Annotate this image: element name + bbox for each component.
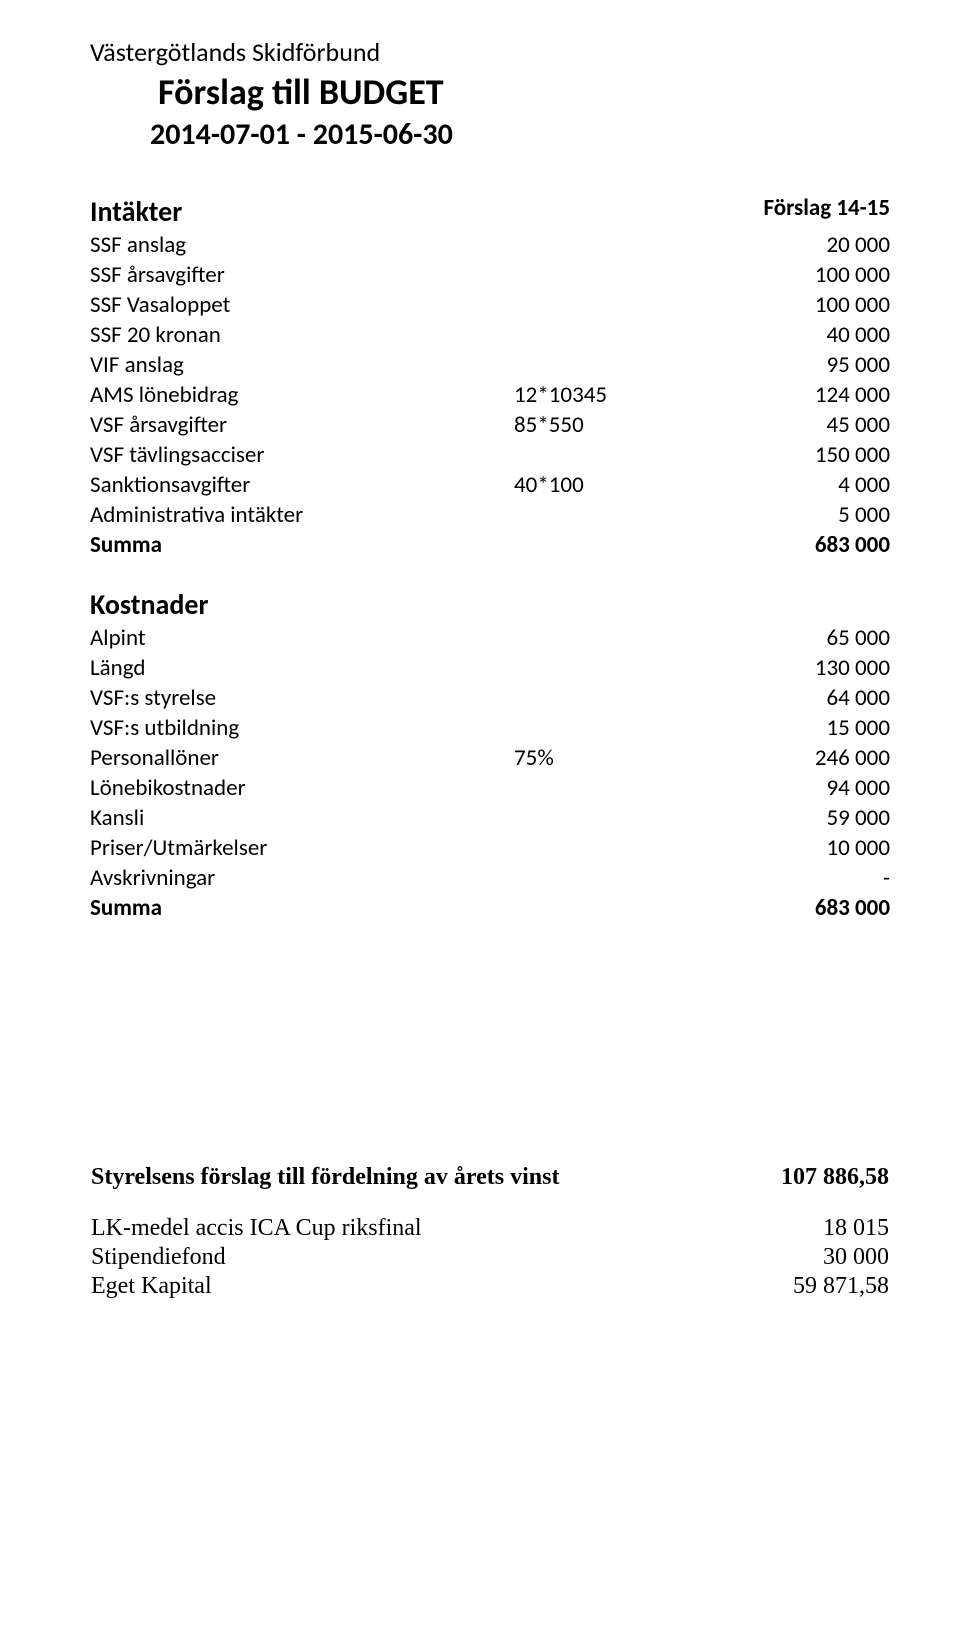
table-row: SSF anslag20 000 [90, 230, 890, 260]
table-row: AMS lönebidrag12*10345124 000 [90, 380, 890, 410]
footer-rows-table: LK-medel accis ICA Cup riksfinal18 015 S… [90, 1214, 890, 1301]
table-row: VSF tävlingsacciser150 000 [90, 440, 890, 470]
table-row: Lönebikostnader94 000 [90, 773, 890, 803]
footer-headline-row: Styrelsens förslag till fördelning av år… [90, 1163, 890, 1192]
table-row: Sanktionsavgifter40*1004 000 [90, 470, 890, 500]
table-row: Alpint65 000 [90, 623, 890, 653]
doc-subtitle: 2014-07-01 - 2015-06-30 [150, 116, 890, 153]
intakter-table: Intäkter Förslag 14-15 SSF anslag20 000 … [90, 193, 890, 560]
table-row: VSF:s styrelse64 000 [90, 683, 890, 713]
doc-title: Förslag till BUDGET [158, 70, 890, 114]
intakter-heading: Intäkter [90, 194, 182, 229]
table-row: Kansli59 000 [90, 803, 890, 833]
table-row: Administrativa intäkter5 000 [90, 500, 890, 530]
table-row: VIF anslag95 000 [90, 350, 890, 380]
table-row: SSF årsavgifter100 000 [90, 260, 890, 290]
intakter-col-head: Förslag 14-15 [764, 194, 891, 222]
intakter-sum-row: Summa 683 000 [90, 530, 890, 560]
table-row: SSF 20 kronan40 000 [90, 320, 890, 350]
table-row: VSF årsavgifter85*55045 000 [90, 410, 890, 440]
table-row: LK-medel accis ICA Cup riksfinal18 015 [90, 1214, 890, 1243]
kostnader-heading: Kostnader [90, 587, 208, 622]
table-row: Längd130 000 [90, 653, 890, 683]
footer-table: Styrelsens förslag till fördelning av år… [90, 1163, 890, 1192]
table-row: Avskrivningar- [90, 863, 890, 893]
table-row: Stipendiefond30 000 [90, 1243, 890, 1272]
org-name: Västergötlands Skidförbund [90, 36, 890, 68]
table-row: SSF Vasaloppet100 000 [90, 290, 890, 320]
table-row: VSF:s utbildning15 000 [90, 713, 890, 743]
table-row: Eget Kapital59 871,58 [90, 1272, 890, 1301]
table-row: Personallöner75%246 000 [90, 743, 890, 773]
table-row: Priser/Utmärkelser10 000 [90, 833, 890, 863]
kostnader-table: Kostnader Alpint65 000 Längd130 000 VSF:… [90, 586, 890, 923]
kostnader-sum-row: Summa 683 000 [90, 893, 890, 923]
